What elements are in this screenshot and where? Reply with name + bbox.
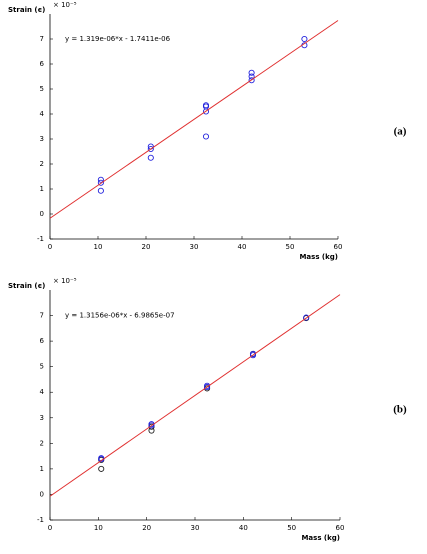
y-tick-label: 4 [40, 388, 45, 396]
y-tick-label: 1 [40, 465, 44, 473]
data-point [147, 154, 154, 161]
data-point [97, 176, 104, 183]
y-tick-label: 7 [40, 35, 44, 43]
data-point [202, 133, 210, 140]
equation: y = 1.319e-06*x - 1.7411e-06 [65, 35, 171, 43]
x-tick-label: 0 [48, 243, 52, 251]
x-tick-label: 40 [238, 243, 247, 251]
y-tick-label: -1 [37, 235, 44, 243]
y-tick-label: 3 [40, 135, 44, 143]
data-point [97, 179, 104, 186]
multiplier: × 10⁻⁵ [53, 1, 77, 9]
y-axis-label: Strain (ϵ) [8, 282, 45, 290]
y-tick-label: 3 [40, 414, 44, 422]
x-tick-label: 10 [94, 524, 103, 532]
y-tick-label: 2 [40, 439, 44, 447]
x-tick-label: 20 [142, 243, 151, 251]
data-point [204, 384, 211, 391]
x-tick-label: 10 [94, 243, 103, 251]
data-point [248, 69, 255, 76]
data-point [303, 314, 310, 321]
fit-line [49, 294, 341, 497]
data-point [147, 145, 154, 153]
x-tick-label: 60 [334, 243, 343, 251]
y-tick-label: 4 [40, 110, 45, 118]
equation: y = 1.3156e-06*x - 6.9865e-07 [65, 312, 175, 320]
panel-label: (b) [393, 404, 407, 416]
data-point [98, 465, 105, 472]
x-tick-label: 40 [239, 524, 248, 532]
multiplier: × 10⁻⁵ [53, 277, 77, 285]
y-tick-label: 7 [40, 312, 44, 320]
x-axis-label: Mass (kg) [301, 534, 340, 542]
y-tick-label: 2 [40, 160, 44, 168]
y-axis-label: Strain (ϵ) [8, 6, 45, 14]
x-tick-label: 20 [142, 524, 151, 532]
data-point [301, 35, 308, 43]
y-tick-label: 0 [40, 490, 44, 498]
x-tick-label: 30 [190, 243, 199, 251]
data-point [202, 108, 210, 115]
y-tick-label: 6 [40, 60, 45, 68]
y-tick-label: 1 [40, 185, 44, 193]
y-tick-label: 5 [40, 363, 44, 371]
x-tick-label: 50 [287, 524, 296, 532]
data-point [97, 187, 104, 194]
x-tick-label: 60 [336, 524, 345, 532]
y-tick-label: 5 [40, 85, 44, 93]
y-tick-label: 0 [40, 210, 44, 218]
data-point [248, 77, 255, 84]
x-tick-label: 0 [48, 524, 52, 532]
x-tick-label: 30 [191, 524, 200, 532]
panel-label: (a) [394, 126, 407, 138]
y-tick-label: 6 [40, 337, 45, 345]
fit-line [49, 20, 339, 219]
x-axis-label: Mass (kg) [299, 253, 338, 261]
x-tick-label: 50 [286, 243, 295, 251]
data-point [148, 422, 155, 429]
y-tick-label: -1 [37, 516, 44, 524]
data-point [249, 352, 257, 359]
data-point [248, 73, 255, 80]
